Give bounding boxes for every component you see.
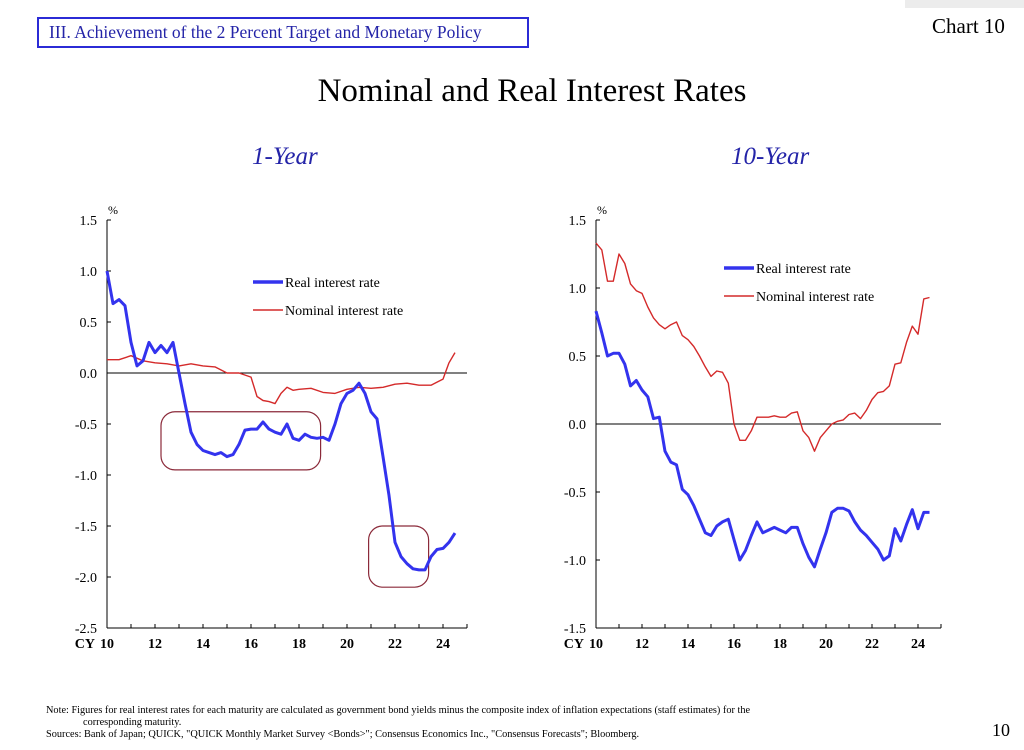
footnote: Note: Figures for real interest rates fo… — [46, 705, 926, 741]
chart2-plot: 1.5 1.0 0.5 0.0 -0.5 -1.0 -1.5% 10 12 14 16 18 20 22 2… — [564, 203, 942, 652]
chart1-y-tick-label: 1.5 — [80, 214, 98, 229]
chart1-x-prefix: CY — [75, 637, 95, 652]
chart2-y-tick-label: 0.0 — [569, 418, 587, 433]
chart1-y-tick-label: -0.5 — [75, 418, 97, 433]
chart2-nominal-rate-line — [595, 242, 930, 452]
page-title: Nominal and Real Interest Rates — [317, 73, 747, 109]
chart2-y-tick-label: -0.5 — [564, 486, 586, 501]
chart1-legend-real-label: Real interest rate — [285, 276, 380, 291]
chart2-x-tick-label: 14 — [681, 637, 695, 652]
chart-number: Chart 10 — [932, 14, 1005, 38]
chart1-x-tick-label: 24 — [436, 637, 450, 652]
chart2-x-tick-label: 12 — [635, 637, 649, 652]
chart2-y-tick-label: -1.0 — [564, 554, 586, 569]
chart2-x-tick-label: 18 — [773, 637, 787, 652]
chart2-y-tick-label: 1.0 — [569, 282, 587, 297]
chart2-y-tick-label: -1.5 — [564, 622, 586, 637]
chart1-x-tick-label: 14 — [196, 637, 210, 652]
chart1-y-tick-label: 0.0 — [80, 367, 98, 382]
note-line1: Note: Figures for real interest rates fo… — [46, 705, 751, 716]
sources-line: Sources: Bank of Japan; QUICK, "QUICK Mo… — [46, 729, 640, 740]
chart2-x-tick-label: 24 — [911, 637, 925, 652]
chart1-y-tick-label: 0.5 — [80, 316, 98, 331]
chart1-nominal-rate-line — [107, 352, 456, 405]
chart1-plot: 1.5 1.0 0.5 0.0 -0.5 -1.0 -1.5 -2.0 -2.5% 10 12 14 1… — [75, 203, 468, 652]
chart1-highlight-box — [368, 525, 430, 588]
top-edge-bar — [905, 0, 1024, 8]
chart1-highlight-box — [160, 411, 322, 471]
note-line2: corresponding maturity. — [83, 717, 182, 728]
chart1-title: 1-Year — [252, 143, 318, 170]
chart1-x-tick-label: 10 — [100, 637, 114, 652]
chart2-legend-nominal-label: Nominal interest rate — [756, 290, 874, 305]
chart1-x-tick-label: 22 — [388, 637, 402, 652]
chart2-y-tick-label: 0.5 — [569, 350, 587, 365]
section-label: III. Achievement of the 2 Percent Target… — [37, 17, 529, 48]
chart1-unit-label: % — [108, 203, 118, 217]
chart2-x-tick-label: 10 — [589, 637, 603, 652]
chart1-y-tick-label: -1.5 — [75, 520, 97, 535]
chart1-x-tick-label: 12 — [148, 637, 162, 652]
chart2-y-tick-label: 1.5 — [569, 214, 587, 229]
chart1-y-tick-label: -2.0 — [75, 571, 97, 586]
chart1-x-tick-label: 20 — [340, 637, 354, 652]
chart2-x-prefix: CY — [564, 637, 584, 652]
page-number: 10 — [992, 720, 1010, 740]
chart2-legend-real-label: Real interest rate — [756, 262, 851, 277]
chart1-y-tick-label: -1.0 — [75, 469, 97, 484]
chart1-y-tick-label: 1.0 — [80, 265, 98, 280]
chart1-legend-nominal-label: Nominal interest rate — [285, 304, 403, 319]
chart2-title: 10-Year — [731, 143, 810, 170]
chart1-x-tick-label: 16 — [244, 637, 258, 652]
chart1-real-rate-line — [105, 270, 457, 572]
chart2-real-rate-line — [594, 310, 930, 569]
chart2-x-tick-label: 20 — [819, 637, 833, 652]
chart1-x-tick-label: 18 — [292, 637, 306, 652]
chart2-x-tick-label: 16 — [727, 637, 741, 652]
chart1-y-tick-label: -2.5 — [75, 622, 97, 637]
chart2-unit-label: % — [597, 203, 607, 217]
chart2-x-tick-label: 22 — [865, 637, 879, 652]
